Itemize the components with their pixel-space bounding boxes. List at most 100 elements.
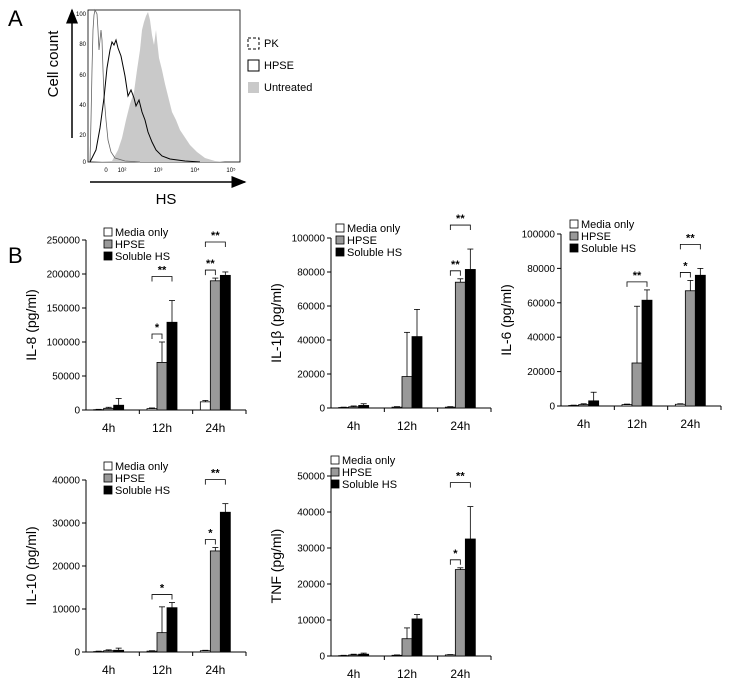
y-tick-label: 0 (74, 648, 80, 659)
category-label: 4h (347, 667, 360, 681)
y-tick-label: 50000 (297, 472, 325, 483)
bar-hpse (156, 361, 168, 411)
legend-swatch (103, 473, 113, 483)
y-tick-label: 30000 (52, 519, 80, 530)
legend-label: Soluble HS (581, 243, 636, 255)
legend-label: Soluble HS (342, 479, 397, 491)
legend-swatch (569, 231, 579, 241)
y-tick-label: 60000 (297, 302, 325, 313)
legend-swatch (330, 467, 340, 477)
y-tick-label: 20000 (527, 367, 555, 378)
y-tick-label: 10000 (297, 616, 325, 627)
bar-media-only (391, 654, 403, 657)
bar-soluble-hs (464, 538, 476, 657)
y-tick-label: 40000 (297, 336, 325, 347)
legend-swatch-hpse (247, 59, 260, 72)
bar-hpse (209, 550, 221, 653)
y-tick-label: 0 (319, 404, 325, 415)
category-label: 24h (450, 419, 470, 433)
legend-swatch-untreated (248, 82, 259, 93)
bar-hpse (401, 376, 413, 409)
legend-swatch (569, 243, 579, 253)
y-axis-title: IL-6 (pg/ml) (498, 284, 514, 356)
histogram-xtick: 10³ (154, 168, 163, 174)
histogram-xtick: 10⁴ (190, 167, 200, 174)
significance-label: ** (633, 270, 642, 282)
bar-soluble-hs (411, 618, 423, 657)
y-tick-label: 80000 (297, 268, 325, 279)
bar-media-only (199, 650, 211, 653)
y-tick-label: 80000 (527, 264, 555, 275)
legend-label: Soluble HS (347, 247, 402, 259)
bar-hpse (103, 407, 115, 411)
bar-soluble-hs (588, 400, 600, 407)
histogram-ytick: 0 (83, 160, 87, 166)
significance-label: * (683, 260, 688, 272)
significance-label: ** (456, 213, 465, 225)
bar-media-only (146, 650, 158, 653)
significance-label: * (453, 548, 458, 560)
legend-label-pk: PK (264, 38, 279, 50)
category-label: 12h (152, 663, 172, 677)
legend-swatch (103, 485, 113, 495)
legend-swatch (330, 455, 340, 465)
significance-label: ** (211, 468, 220, 480)
category-label: 12h (627, 417, 647, 431)
panel-a-letter: A (8, 6, 23, 31)
bar-soluble-hs (358, 405, 370, 409)
bar-soluble-hs (166, 607, 178, 653)
bar-hpse (209, 280, 221, 411)
histogram-ytick: 60 (79, 73, 86, 79)
histogram-ytick: 80 (79, 42, 86, 48)
legend-label: Soluble HS (115, 485, 170, 497)
y-tick-label: 20000 (297, 580, 325, 591)
chart-il10: 0 10000 20000 30000 40000 IL-10 (pg/ml) 4h 12h 2… (23, 461, 247, 677)
legend-label-untreated: Untreated (264, 82, 312, 94)
untreated-histogram (92, 12, 225, 162)
bar-media-only (199, 401, 211, 411)
category-label: 24h (450, 667, 470, 681)
bar-media-only (93, 409, 105, 411)
y-tick-label: 30000 (297, 544, 325, 555)
significance-bracket (449, 559, 461, 565)
significance-bracket (204, 539, 216, 545)
category-label: 4h (102, 663, 115, 677)
y-tick-label: 100000 (522, 230, 556, 241)
legend-label-hpse: HPSE (264, 60, 294, 72)
legend-swatch (103, 227, 113, 237)
legend-label: Media only (115, 461, 169, 473)
significance-bracket (626, 281, 648, 287)
histogram-xtick: 0 (104, 168, 108, 174)
histogram-xtick: 10⁵ (226, 167, 236, 174)
category-label: 24h (205, 663, 225, 677)
significance-label: ** (451, 259, 460, 271)
bar-hpse (348, 406, 360, 409)
bar-soluble-hs (694, 274, 706, 407)
bar-media-only (338, 407, 350, 409)
y-tick-label: 40000 (527, 333, 555, 344)
histogram-xlabel: HS (156, 191, 177, 208)
y-tick-label: 50000 (52, 372, 80, 383)
bar-hpse (631, 362, 643, 407)
chart-il6: 0 20000 40000 60000 80000 100000 IL-6 (pg/ml) 4… (498, 219, 722, 431)
bar-hpse (684, 290, 696, 407)
bar-soluble-hs (641, 299, 653, 407)
category-label: 24h (205, 421, 225, 435)
significance-label: * (208, 528, 213, 540)
category-label: 4h (577, 417, 590, 431)
legend-label: Media only (115, 227, 169, 239)
category-label: 4h (102, 421, 115, 435)
y-tick-label: 150000 (47, 304, 81, 315)
bar-soluble-hs (166, 321, 178, 411)
bar-media-only (568, 405, 580, 407)
legend-swatch-pk (247, 37, 260, 50)
legend-swatch (335, 223, 345, 233)
bar-media-only (391, 406, 403, 409)
bar-hpse (454, 569, 466, 657)
bar-soluble-hs (411, 336, 423, 409)
significance-bracket (449, 224, 471, 231)
category-label: 24h (680, 417, 700, 431)
legend-swatch (103, 239, 113, 249)
legend-swatch (330, 479, 340, 489)
